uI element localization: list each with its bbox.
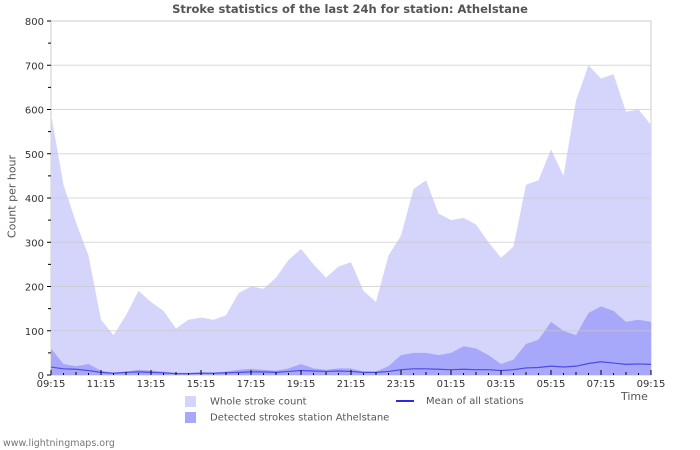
legend-swatch-detected — [185, 412, 196, 423]
x-tick-label: 19:15 — [287, 379, 316, 390]
legend-item-detected-strokes: Detected strokes station Athelstane — [185, 412, 389, 424]
x-tick-label: 05:15 — [537, 379, 566, 390]
area-detected-strokes — [51, 306, 651, 375]
x-tick-label: 01:15 — [437, 379, 466, 390]
x-tick-label: 11:15 — [87, 379, 116, 390]
x-tick-label: 15:15 — [187, 379, 216, 390]
y-tick-label: 0 — [38, 371, 44, 382]
y-tick-label: 400 — [25, 194, 44, 205]
y-tick-label: 200 — [25, 283, 44, 294]
y-tick-label: 100 — [25, 327, 44, 338]
x-tick-label: 09:15 — [637, 379, 666, 390]
chart-title: Stroke statistics of the last 24h for st… — [172, 2, 528, 16]
x-tick-label: 03:15 — [487, 379, 516, 390]
legend-swatch-whole — [185, 396, 196, 407]
y-tick-label: 700 — [25, 61, 44, 72]
legend-item-mean-all-stations: Mean of all stations — [396, 396, 524, 407]
legend-item-whole-stroke-count: Whole stroke count — [185, 396, 307, 408]
x-tick-label: 17:15 — [237, 379, 266, 390]
y-tick-label: 800 — [25, 17, 44, 28]
x-axis-label: Time — [621, 390, 648, 403]
area-whole-stroke-count — [51, 65, 651, 375]
y-tick-label: 600 — [25, 106, 44, 117]
y-tick-label: 300 — [25, 238, 44, 249]
x-tick-label: 21:15 — [337, 379, 366, 390]
x-tick-label: 23:15 — [387, 379, 416, 390]
y-tick-label: 500 — [25, 150, 44, 161]
x-tick-label: 07:15 — [587, 379, 616, 390]
footer-url: www.lightningmaps.org — [3, 438, 115, 449]
x-tick-label: 09:15 — [37, 379, 66, 390]
x-tick-label: 13:15 — [137, 379, 166, 390]
legend-line-mean — [396, 400, 414, 402]
